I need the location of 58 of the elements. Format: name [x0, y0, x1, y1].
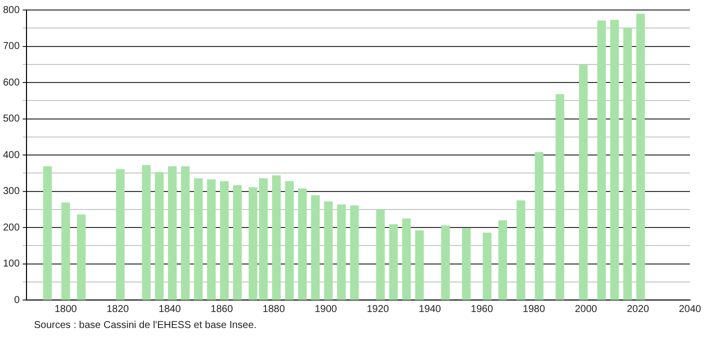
- bar: [194, 178, 203, 300]
- y-tick-label: 500: [2, 114, 20, 124]
- bar: [76, 214, 86, 300]
- bar: [482, 232, 492, 300]
- y-tick-label: 600: [2, 77, 20, 88]
- bar: [350, 205, 359, 300]
- bar: [168, 166, 177, 300]
- bar: [233, 185, 242, 300]
- bar: [324, 201, 333, 300]
- bar: [498, 220, 508, 300]
- bar: [207, 179, 216, 300]
- y-tick-label: 200: [2, 222, 20, 234]
- bar: [298, 188, 307, 300]
- bar: [579, 64, 588, 300]
- bar: [272, 175, 281, 300]
- x-tick-label: 1980: [522, 304, 546, 315]
- bar: [285, 181, 294, 300]
- bar: [534, 152, 544, 300]
- bar: [402, 218, 411, 300]
- bar: [43, 166, 52, 300]
- x-tick-label: 2020: [626, 304, 650, 315]
- y-tick-label: 400: [2, 150, 20, 161]
- x-tick-label: 1920: [366, 304, 390, 315]
- bar: [516, 200, 526, 300]
- bar: [116, 169, 125, 300]
- y-tick-label: 700: [2, 41, 20, 52]
- x-tick-label: 1880: [262, 304, 286, 315]
- bar: [623, 28, 632, 300]
- bar: [337, 204, 346, 300]
- source-note: Sources : base Cassini de l'EHESS et base Insee.: [34, 320, 257, 331]
- y-tick-label: 300: [2, 186, 20, 197]
- x-tick-label: 1860: [210, 304, 234, 315]
- bar: [376, 209, 385, 300]
- bar: [597, 20, 606, 300]
- bar: [462, 228, 471, 300]
- x-tick-label: 1800: [54, 304, 78, 315]
- bar: [610, 20, 619, 300]
- x-tick-label: 1840: [158, 304, 182, 315]
- bar: [181, 166, 190, 300]
- bar: [556, 94, 564, 300]
- bar: [142, 165, 151, 300]
- x-tick-label: 1940: [418, 304, 442, 315]
- bar: [220, 181, 229, 300]
- bar: [311, 195, 320, 300]
- bar: [636, 14, 645, 300]
- bar: [441, 225, 450, 300]
- y-tick-label: 800: [2, 4, 20, 16]
- y-tick-label: 0: [14, 294, 20, 306]
- bar: [415, 230, 424, 300]
- x-tick-label: 1900: [314, 304, 338, 315]
- y-tick-label: 100: [2, 258, 20, 270]
- bar: [61, 202, 70, 300]
- bar: [389, 224, 398, 300]
- x-tick-label: 1960: [470, 304, 494, 315]
- x-tick-label: 2040: [678, 304, 702, 315]
- x-tick-label: 2000: [574, 304, 598, 315]
- x-tick-label: 1820: [106, 304, 130, 315]
- bar: [155, 172, 164, 300]
